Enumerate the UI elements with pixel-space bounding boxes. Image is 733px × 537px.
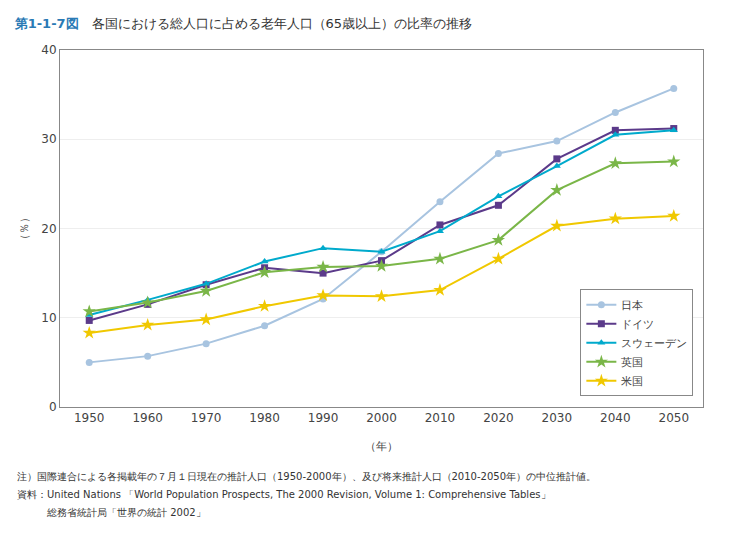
svg-text:40: 40 xyxy=(41,43,56,57)
svg-text:1970: 1970 xyxy=(191,411,222,425)
svg-text:1950: 1950 xyxy=(74,411,105,425)
svg-text:ドイツ: ドイツ xyxy=(621,318,654,331)
svg-text:（年）: （年） xyxy=(365,440,398,453)
svg-text:0: 0 xyxy=(49,400,57,414)
svg-text:日本: 日本 xyxy=(621,299,643,312)
svg-text:第1-1-7図 各国における総人口に占める老年人口（65歳以: 第1-1-7図 各国における総人口に占める老年人口（65歳以上）の比率の推移 xyxy=(14,16,472,31)
svg-text:10: 10 xyxy=(41,311,56,325)
svg-text:30: 30 xyxy=(41,132,56,146)
svg-text:スウェーデン: スウェーデン xyxy=(621,337,687,350)
svg-text:1990: 1990 xyxy=(308,411,339,425)
svg-text:2030: 2030 xyxy=(542,411,573,425)
svg-text:資料：United Nations 「World Popul: 資料：United Nations 「World Population Pros… xyxy=(17,489,551,500)
svg-text:20: 20 xyxy=(41,222,56,236)
svg-text:2000: 2000 xyxy=(366,411,397,425)
svg-text:1960: 1960 xyxy=(132,411,163,425)
svg-text:2010: 2010 xyxy=(425,411,456,425)
svg-text:（％）: （％） xyxy=(18,212,31,245)
svg-text:英国: 英国 xyxy=(621,356,643,369)
svg-text:2050: 2050 xyxy=(658,411,689,425)
svg-text:米国: 米国 xyxy=(621,375,643,388)
svg-text:2040: 2040 xyxy=(600,411,631,425)
svg-text:2020: 2020 xyxy=(483,411,514,425)
svg-text:注）国際連合による各掲載年の７月１日現在の推計人口（1950: 注）国際連合による各掲載年の７月１日現在の推計人口（1950-2000年）、及び… xyxy=(17,471,596,482)
svg-text:1980: 1980 xyxy=(249,411,280,425)
svg-text:総務省統計局「世界の統計 2002」: 総務省統計局「世界の統計 2002」 xyxy=(17,507,206,518)
